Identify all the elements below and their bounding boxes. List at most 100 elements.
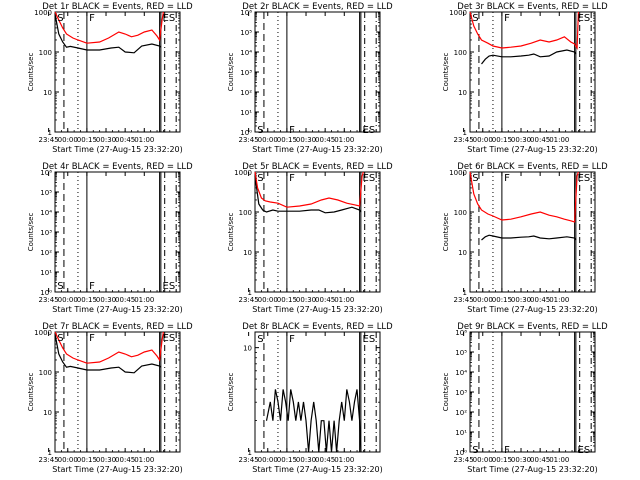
series-lld-line [469,11,579,50]
x-tick-label: 00:15 [277,296,297,304]
event-label-f: F [504,173,510,184]
x-tick-label: 23:45 [239,136,259,144]
x-tick-label: 00:30 [96,456,116,464]
y-tick-label: 10 [243,345,252,353]
y-tick-label: 10⁵ [240,29,252,37]
y-tick-label: 1 [48,449,52,457]
event-label-es: ES [578,13,591,24]
x-tick-label: 00:45 [530,456,550,464]
event-label-s: S [472,173,478,184]
event-label-es: ES [363,334,376,345]
event-label-s: S [257,173,263,184]
panel-title: Det 5r BLACK = Events, RED = LLD [242,162,393,172]
y-tick-label: 10¹ [240,109,252,117]
x-axis-label: Start Time (27-Aug-15 23:32:20) [52,305,183,314]
x-tick-label: 00:45 [315,296,335,304]
x-tick-label: 01:00 [549,136,569,144]
x-tick-label: 00:00 [258,136,278,144]
x-tick-label: 00:00 [473,136,493,144]
panel-det-1r: Det 1r BLACK = Events, RED = LLD 1 10 100 10… [27,2,193,154]
panel-title: Det 7r BLACK = Events, RED = LLD [42,322,193,332]
panel-title: Det 9r BLACK = Events, RED = LLD [457,322,608,332]
x-tick-label: 00:15 [77,456,97,464]
x-axis-label: Start Time (27-Aug-15 23:32:20) [252,465,383,474]
x-axis-label: Start Time (27-Aug-15 23:32:20) [52,145,183,154]
panel-title: Det 3r BLACK = Events, RED = LLD [457,2,608,12]
panel-det-6r: Det 6r BLACK = Events, RED = LLD 1 10 100 10… [442,162,608,314]
y-tick-label: 10³ [40,229,52,237]
x-tick-label: 01:00 [134,136,154,144]
y-tick-label: 100 [454,49,467,57]
x-tick-label: 00:30 [296,456,316,464]
x-axis-label: Start Time (27-Aug-15 23:32:20) [252,145,383,154]
series-events-line [481,49,577,65]
series-events-line [254,175,362,214]
y-tick-label: 100 [239,209,252,217]
x-tick-label: 23:45 [454,456,474,464]
plot-frame [254,171,381,293]
y-tick-label: 10² [40,249,52,257]
event-label-es: ES [163,333,176,344]
panel-title: Det 4r BLACK = Events, RED = LLD [42,162,193,172]
y-tick-label: 10⁴ [455,369,467,377]
x-tick-label: 00:30 [296,136,316,144]
x-tick-label: 00:30 [511,136,531,144]
y-tick-label: 10⁶ [455,329,467,337]
y-axis-label: Counts/sec [27,53,35,92]
x-tick-label: 00:15 [492,296,512,304]
y-axis-label: Counts/sec [227,53,235,92]
event-label-f: F [89,281,95,292]
y-axis-label: Counts/sec [227,213,235,252]
panel-det-9r: Det 9r BLACK = Events, RED = LLD 10⁰ 10¹ 10… [442,322,608,474]
x-tick-label: 00:45 [530,296,550,304]
series-lld-line [469,171,579,223]
y-tick-label: 10³ [455,389,467,397]
x-tick-label: 00:00 [473,296,493,304]
event-label-f: F [289,125,295,136]
plot-frame [254,331,381,453]
y-tick-label: 10 [458,89,467,97]
x-tick-label: 01:00 [334,456,354,464]
y-tick-label: 1 [248,289,252,297]
x-tick-label: 00:45 [315,136,335,144]
x-tick-label: 23:45 [39,296,59,304]
event-label-es: ES [163,281,176,292]
panel-title: Det 2r BLACK = Events, RED = LLD [242,2,393,12]
x-tick-label: 00:00 [58,456,78,464]
y-tick-label: 1 [463,129,467,137]
panel-det-8r: Det 8r BLACK = Events, RED = LLD 1 10 23:45… [227,322,393,474]
x-tick-label: 00:30 [511,456,531,464]
event-label-s: S [257,334,263,345]
x-tick-label: 00:30 [96,136,116,144]
x-tick-label: 00:45 [530,136,550,144]
x-tick-label: 00:15 [77,296,97,304]
event-label-f: F [89,13,95,24]
x-tick-label: 23:45 [454,136,474,144]
x-tick-label: 00:30 [96,296,116,304]
plot-frame [54,11,181,133]
y-tick-label: 100 [39,369,52,377]
event-label-es: ES [363,125,376,136]
y-tick-label: 10² [240,89,252,97]
y-axis-label: Counts/sec [442,373,450,412]
y-tick-label: 10² [455,409,467,417]
event-label-f: F [289,334,295,345]
event-label-f: F [504,13,510,24]
plot-frame [469,171,596,293]
y-tick-label: 10 [458,249,467,257]
x-axis-label: Start Time (27-Aug-15 23:32:20) [467,465,598,474]
event-label-es: ES [578,173,591,184]
event-label-es: ES [578,445,591,456]
x-tick-label: 00:30 [511,296,531,304]
y-axis-label: Counts/sec [27,213,35,252]
event-label-s: S [472,13,478,24]
y-tick-label: 10⁰ [40,289,52,297]
y-tick-label: 10 [43,89,52,97]
event-label-s: S [57,13,63,24]
x-tick-label: 00:00 [258,456,278,464]
series-lld-line [54,331,164,364]
panel-title: Det 8r BLACK = Events, RED = LLD [242,322,393,332]
y-tick-label: 10 [243,249,252,257]
y-tick-label: 1 [463,289,467,297]
panel-det-4r: Det 4r BLACK = Events, RED = LLD 10⁰ 10¹ 10… [27,162,193,314]
